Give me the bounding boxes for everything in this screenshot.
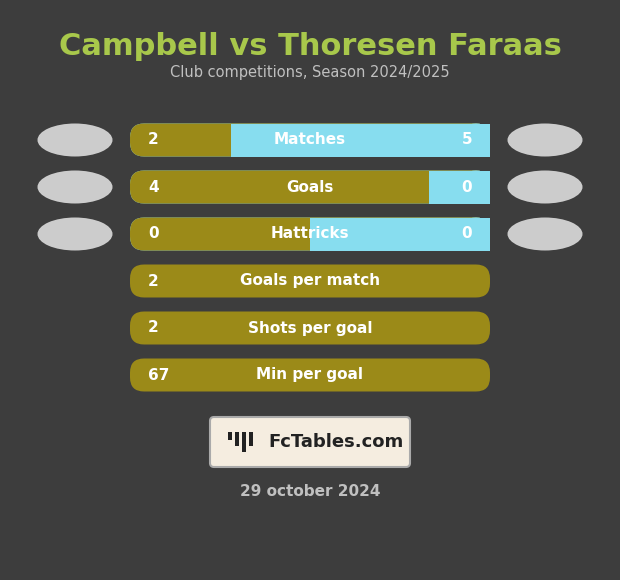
FancyBboxPatch shape: [462, 171, 490, 204]
Ellipse shape: [508, 218, 583, 251]
Ellipse shape: [37, 218, 112, 251]
Bar: [249, 432, 253, 446]
Ellipse shape: [37, 171, 112, 204]
Text: 67: 67: [148, 368, 169, 382]
Text: FcTables.com: FcTables.com: [268, 433, 403, 451]
FancyBboxPatch shape: [210, 417, 410, 467]
Text: Goals per match: Goals per match: [240, 274, 380, 288]
Bar: [231, 124, 490, 157]
FancyBboxPatch shape: [130, 218, 490, 251]
Text: Goals: Goals: [286, 179, 334, 194]
Ellipse shape: [508, 124, 583, 157]
FancyBboxPatch shape: [130, 311, 490, 345]
Text: Campbell vs Thoresen Faraas: Campbell vs Thoresen Faraas: [58, 32, 562, 61]
FancyBboxPatch shape: [130, 171, 490, 204]
Text: Min per goal: Min per goal: [257, 368, 363, 382]
FancyBboxPatch shape: [130, 358, 490, 392]
FancyBboxPatch shape: [130, 218, 490, 251]
FancyBboxPatch shape: [130, 171, 490, 204]
FancyBboxPatch shape: [462, 124, 490, 157]
Text: 0: 0: [461, 227, 472, 241]
Text: Club competitions, Season 2024/2025: Club competitions, Season 2024/2025: [170, 65, 450, 80]
Text: 5: 5: [461, 132, 472, 147]
Ellipse shape: [508, 171, 583, 204]
Ellipse shape: [37, 124, 112, 157]
FancyBboxPatch shape: [130, 264, 490, 298]
Text: Hattricks: Hattricks: [271, 227, 349, 241]
Bar: [242, 432, 246, 452]
Text: 29 october 2024: 29 october 2024: [240, 484, 380, 499]
Bar: [429, 171, 490, 204]
Text: Shots per goal: Shots per goal: [248, 321, 372, 335]
Text: 4: 4: [148, 179, 159, 194]
Bar: [310, 218, 490, 251]
Text: 2: 2: [148, 321, 159, 335]
Text: 0: 0: [148, 227, 159, 241]
FancyBboxPatch shape: [130, 124, 490, 157]
Bar: [235, 432, 239, 446]
FancyBboxPatch shape: [462, 218, 490, 251]
Text: 0: 0: [461, 179, 472, 194]
Bar: [228, 432, 232, 440]
FancyBboxPatch shape: [130, 124, 490, 157]
Text: 2: 2: [148, 274, 159, 288]
Text: Matches: Matches: [274, 132, 346, 147]
Text: 2: 2: [148, 132, 159, 147]
